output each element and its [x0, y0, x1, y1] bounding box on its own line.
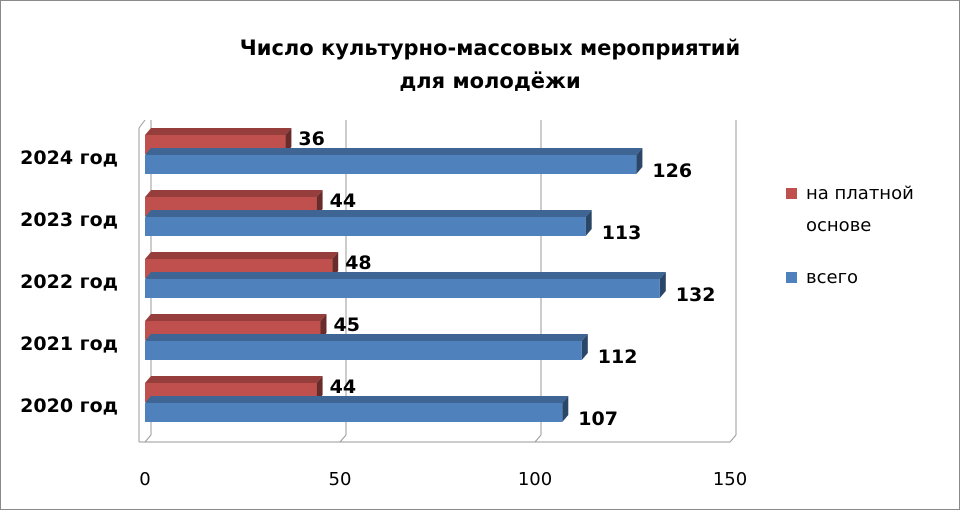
chart-title-line-1: Число культурно-массовых мероприятий [240, 36, 740, 60]
floor-grid-line [144, 434, 152, 443]
bar-paid-value-label: 45 [334, 314, 360, 336]
category-label: 2023 год [20, 209, 118, 231]
bar-total [145, 279, 660, 298]
floor-grid-line [729, 434, 737, 443]
bar-paid-side [320, 314, 327, 340]
category-label: 2024 год [20, 147, 118, 169]
bar-paid-value-label: 48 [345, 252, 371, 274]
bar-total-side [585, 210, 592, 236]
bar-total-side [562, 396, 569, 422]
bar-paid-side [316, 376, 323, 402]
bar-total-value-label: 112 [598, 346, 638, 368]
bar-paid-top [145, 252, 339, 259]
bar-total-value-label: 132 [676, 284, 716, 306]
x-tick-label: 50 [329, 469, 352, 490]
bar-total-side [636, 148, 643, 174]
bar-total-top [145, 396, 569, 403]
bar-total-top [145, 210, 592, 217]
x-tick-label: 0 [139, 469, 150, 490]
bar-paid-top [145, 314, 327, 321]
bar-paid-value-label: 44 [330, 376, 356, 398]
bar-total-value-label: 107 [578, 408, 618, 430]
category-label: 2022 год [20, 271, 118, 293]
bar-total-value-label: 113 [602, 222, 642, 244]
bar-total-top [145, 272, 666, 279]
bar-total-top [145, 148, 643, 155]
x-tick-label: 100 [518, 469, 552, 490]
top-wall-edge [138, 119, 146, 129]
bar-paid-top [145, 128, 292, 135]
bar-total [145, 217, 586, 236]
category-label: 2021 год [20, 333, 118, 355]
x-tick-label: 150 [713, 469, 747, 490]
bar-total-value-label: 126 [652, 160, 692, 182]
legend-swatch [786, 188, 797, 199]
bar-paid-side [332, 252, 339, 278]
bar-total-top [145, 334, 588, 341]
bar-total [145, 403, 563, 422]
legend-label: на платной [806, 183, 914, 204]
bar-paid-side [285, 128, 292, 154]
floor-grid-line [339, 434, 347, 443]
bar-total-side [659, 272, 666, 298]
bar-total-side [581, 334, 588, 360]
bar-paid-top [145, 190, 323, 197]
bar-total [145, 155, 637, 174]
legend-swatch [786, 272, 797, 283]
category-label: 2020 год [20, 395, 118, 417]
bar-paid-top [145, 376, 323, 383]
floor-grid-line [534, 434, 542, 443]
bar-paid-value-label: 44 [330, 190, 356, 212]
bar-total [145, 341, 582, 360]
legend-label: всего [806, 267, 858, 288]
bar-paid-side [316, 190, 323, 216]
bar-paid-value-label: 36 [298, 128, 324, 150]
chart-title-line-2: для молодёжи [399, 69, 580, 93]
legend-label: основе [806, 215, 871, 236]
